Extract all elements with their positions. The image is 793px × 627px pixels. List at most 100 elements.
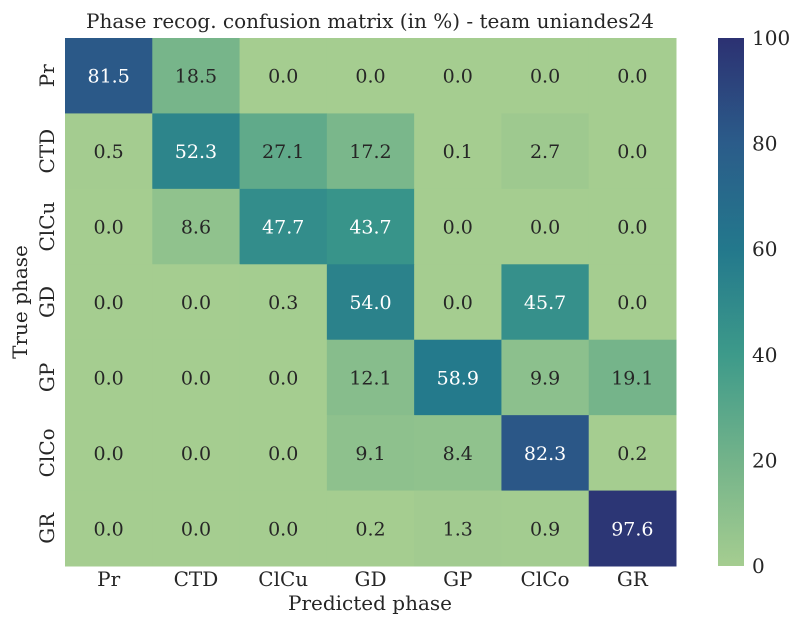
cell-value-label: 0.0	[94, 217, 124, 239]
cell-value-label: 27.1	[262, 141, 304, 163]
heatmap-cell	[65, 113, 153, 190]
heatmap-cell	[501, 415, 590, 492]
cell-value-label: 0.0	[94, 292, 124, 314]
cell-value-label: 0.0	[617, 292, 647, 314]
y-tick-label: GP	[35, 363, 59, 392]
heatmap-cell	[414, 490, 502, 567]
heatmap-cell	[65, 339, 153, 416]
x-axis-label: Predicted phase	[288, 591, 452, 615]
cell-value-label: 54.0	[349, 292, 391, 314]
cell-value-label: 0.0	[617, 141, 647, 163]
cell-value-label: 0.0	[94, 367, 124, 389]
cell-value-label: 0.0	[443, 292, 473, 314]
heatmap-cell	[326, 339, 415, 416]
heatmap-cell	[501, 264, 590, 341]
cell-value-label: 47.7	[262, 217, 304, 239]
cell-value-label: 0.0	[617, 66, 647, 88]
cell-value-label: 2.7	[530, 141, 560, 163]
cell-value-label: 0.0	[268, 443, 298, 465]
heatmap-cell	[414, 38, 502, 114]
chart-title: Phase recog. confusion matrix (in %) - t…	[86, 9, 654, 33]
cell-value-label: 8.6	[181, 217, 211, 239]
cell-value-label: 9.1	[355, 443, 385, 465]
heatmap-cell	[65, 188, 153, 265]
heatmap-cell	[588, 339, 677, 416]
heatmap-cell-labels: 81.5 18.5 0.0 0.0 0.0 0.0 0.0 0.5 52.3 27.1 17.2 0.…	[87, 66, 653, 541]
cell-value-label: 17.2	[349, 141, 391, 163]
heatmap-cell	[326, 113, 415, 190]
y-tick-label: ClCu	[35, 202, 59, 252]
heatmap-cell	[326, 188, 415, 265]
heatmap-cell	[239, 264, 328, 341]
heatmap-cell	[588, 38, 677, 114]
heatmap-cell	[152, 339, 241, 416]
cell-value-label: 1.3	[443, 518, 473, 540]
heatmap-cell	[152, 415, 241, 492]
colorbar-tick-label: 60	[752, 237, 777, 261]
colorbar-tick-label: 100	[752, 26, 790, 50]
x-axis-tick-labels: Pr CTD ClCu GD GP ClCo GR	[97, 567, 649, 591]
heatmap-cell	[414, 188, 502, 265]
heatmap-cell	[65, 38, 153, 114]
heatmap-cell	[65, 264, 153, 341]
y-axis-tick-labels: Pr CTD ClCu GD GP ClCo GR	[35, 64, 59, 544]
heatmap-cell	[326, 264, 415, 341]
cell-value-label: 8.4	[443, 443, 473, 465]
cell-value-label: 0.0	[268, 66, 298, 88]
cell-value-label: 0.2	[617, 443, 647, 465]
cell-value-label: 58.9	[437, 367, 479, 389]
heatmap-cell	[239, 415, 328, 492]
heatmap-cell	[588, 415, 677, 492]
heatmap-cell	[326, 415, 415, 492]
cell-value-label: 19.1	[611, 367, 653, 389]
cell-value-label: 0.0	[268, 518, 298, 540]
y-tick-label: GD	[35, 286, 59, 318]
x-tick-label: GR	[617, 567, 649, 591]
cell-value-label: 0.0	[181, 518, 211, 540]
x-tick-label: ClCu	[258, 567, 308, 591]
heatmap-cell	[152, 264, 241, 341]
heatmap-cell	[501, 490, 590, 567]
cell-value-label: 0.1	[443, 141, 473, 163]
y-tick-label: CTD	[35, 129, 59, 174]
cell-value-label: 43.7	[349, 217, 391, 239]
heatmap-cell	[414, 339, 502, 416]
heatmap-cell	[239, 113, 328, 190]
x-tick-label: ClCo	[521, 567, 570, 591]
x-tick-label: CTD	[174, 567, 219, 591]
cell-value-label: 12.1	[349, 367, 391, 389]
colorbar-tick-label: 40	[752, 343, 777, 367]
heatmap-cell	[326, 490, 415, 567]
y-tick-label: Pr	[35, 64, 59, 87]
cell-value-label: 0.2	[355, 518, 385, 540]
cell-value-label: 81.5	[87, 66, 129, 88]
heatmap-cell	[414, 113, 502, 190]
cell-value-label: 0.3	[268, 292, 298, 314]
y-axis-label: True phase	[8, 245, 32, 359]
heatmap-cell	[152, 38, 241, 114]
cell-value-label: 52.3	[175, 141, 217, 163]
cell-value-label: 97.6	[611, 518, 653, 540]
cell-value-label: 9.9	[530, 367, 560, 389]
heatmap-cell	[414, 264, 502, 341]
colorbar-tick-label: 20	[752, 448, 777, 472]
cell-value-label: 0.0	[617, 217, 647, 239]
cell-value-label: 0.0	[530, 66, 560, 88]
cell-value-label: 0.0	[268, 367, 298, 389]
heatmap-cell	[414, 415, 502, 492]
heatmap-cell	[588, 490, 677, 567]
x-tick-label: Pr	[97, 567, 120, 591]
heatmap-cell	[152, 490, 241, 567]
cell-value-label: 0.9	[530, 518, 560, 540]
y-tick-label: GR	[35, 512, 59, 544]
cell-value-label: 0.0	[94, 518, 124, 540]
heatmap-cell	[326, 38, 415, 114]
cell-value-label: 0.0	[94, 443, 124, 465]
heatmap-cell	[588, 113, 677, 190]
cell-value-label: 82.3	[524, 443, 566, 465]
heatmap-cell	[65, 490, 153, 567]
cell-value-label: 45.7	[524, 292, 566, 314]
cell-value-label: 0.0	[443, 217, 473, 239]
cell-value-label: 0.0	[443, 66, 473, 88]
